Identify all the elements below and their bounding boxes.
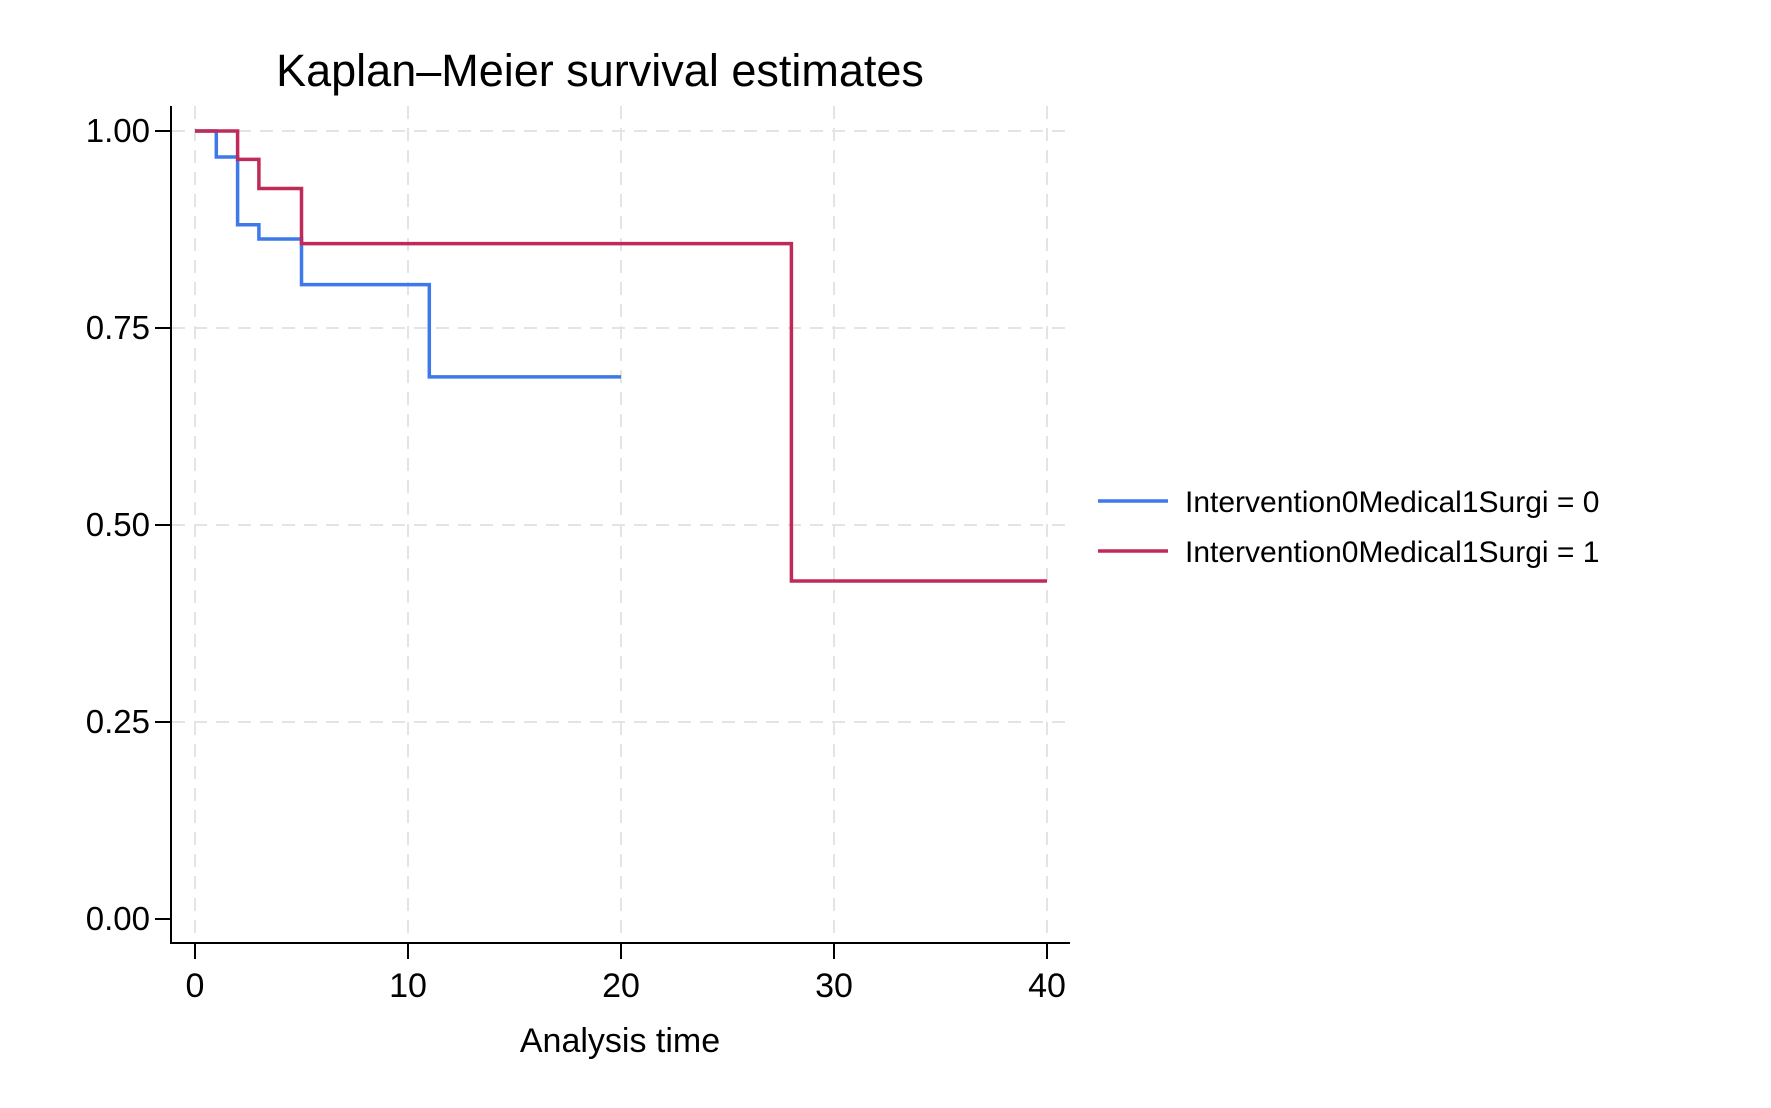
y-tick-label: 0.50: [86, 506, 150, 543]
legend: Intervention0Medical1Surgi = 0 Intervent…: [1098, 486, 1599, 569]
survival-curves: [195, 129, 1047, 583]
legend-entry-group1: Intervention0Medical1Surgi = 1: [1098, 536, 1599, 569]
y-tick-label: 0.25: [86, 703, 150, 740]
gridlines: [172, 106, 1068, 942]
y-tick-label: 0.75: [86, 309, 150, 346]
y-tick-label: 0.00: [86, 900, 150, 937]
survival-curve-series-0: [195, 129, 621, 379]
x-tick-label: 0: [186, 967, 205, 1005]
legend-label-group0: Intervention0Medical1Surgi = 0: [1185, 486, 1599, 519]
y-tick-label: 1.00: [86, 112, 150, 149]
x-tick-label: 40: [1028, 967, 1066, 1005]
survival-curve-series-1: [195, 129, 1047, 583]
x-axis-title: Analysis time: [520, 1022, 720, 1060]
legend-label-group1: Intervention0Medical1Surgi = 1: [1185, 536, 1599, 569]
chart-title: Kaplan–Meier survival estimates: [276, 45, 924, 96]
x-tick-label: 30: [815, 967, 853, 1005]
tick-marks-and-labels: 1.00 0.75 0.50 0.25 0.00 0 10 20 30 40: [86, 112, 1066, 1005]
legend-entry-group0: Intervention0Medical1Surgi = 0: [1098, 486, 1599, 519]
x-tick-label: 20: [602, 967, 640, 1005]
x-tick-label: 10: [389, 967, 427, 1005]
